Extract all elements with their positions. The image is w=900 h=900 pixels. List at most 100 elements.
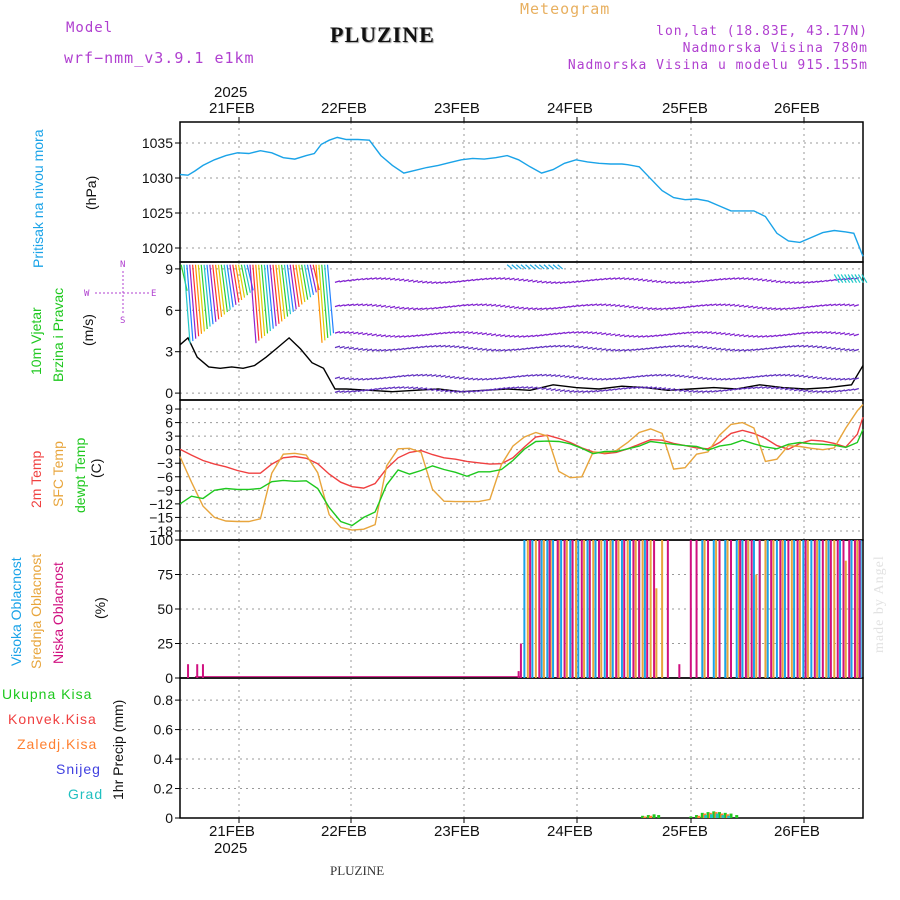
wind-barb (422, 387, 428, 391)
wind-barb (298, 264, 306, 303)
wind-barb (371, 303, 377, 307)
wind-barb (283, 264, 292, 315)
wind-barb (757, 335, 763, 338)
wind-barb (389, 375, 396, 379)
wind-barb (380, 277, 387, 280)
wind-barb (851, 274, 858, 284)
wind-barb (683, 389, 690, 393)
wind-barb (637, 347, 644, 351)
wind-barb (715, 303, 722, 307)
wind-barb (812, 376, 818, 379)
ytick-label-4-1: 0.2 (154, 781, 174, 797)
wind-barb (761, 374, 768, 378)
wind-barb (232, 264, 240, 303)
wind-barb (555, 281, 561, 285)
wind-barb (380, 348, 387, 352)
bar-3-2-44 (858, 540, 861, 678)
wind-barb (614, 348, 621, 352)
wind-barb (343, 279, 350, 283)
wind-barb (807, 280, 814, 284)
wind-barb (656, 346, 662, 349)
wind-barb (702, 390, 708, 394)
wind-barb (343, 390, 350, 393)
wind-barb (720, 389, 726, 392)
wind-barb (509, 334, 515, 338)
bar-3-1-34 (856, 540, 859, 678)
wind-barb (536, 334, 543, 337)
bar-3-0-33 (850, 540, 853, 678)
bar-3-2-30 (750, 540, 753, 678)
wind-barb (371, 377, 377, 381)
series-line-2-2 (179, 429, 864, 527)
ytick-label-2-1: 6 (165, 415, 173, 431)
wind-barb (651, 279, 657, 283)
wind-barb (467, 278, 474, 282)
ytick-label-2-5: −6 (157, 469, 173, 485)
wind-barb (711, 377, 717, 381)
wind-barb (573, 345, 579, 349)
wind-barb (706, 331, 713, 334)
wind-barb (660, 387, 667, 390)
wind-barb (513, 348, 520, 351)
bar-3-2-3 (517, 671, 520, 678)
wind-barb (385, 334, 391, 338)
wind-barb (692, 345, 699, 349)
wind-barb (587, 346, 593, 350)
wind-barb (757, 374, 763, 378)
wind-barb (389, 348, 396, 352)
wind-barb (266, 264, 274, 329)
wind-barb (343, 331, 350, 334)
top-date-26feb: 26FEB (774, 100, 820, 117)
ytick-label-4-3: 0.6 (154, 722, 174, 738)
wind-barb (665, 387, 671, 391)
ytick-label-3-4: 100 (150, 532, 174, 548)
wind-barb (578, 330, 584, 334)
wind-barb (394, 348, 400, 351)
wind-barb (780, 280, 786, 284)
wind-barb (839, 347, 846, 351)
wind-barb (422, 307, 428, 311)
wind-barb (628, 305, 635, 309)
wind-barb (426, 373, 432, 377)
wind-barb (550, 306, 556, 310)
wind-barb (743, 348, 749, 352)
wind-barb (757, 306, 763, 310)
bar-4-0-12 (735, 815, 739, 818)
wind-barb (591, 377, 598, 381)
precip-ylabel: 1hr Precip (mm) (110, 699, 126, 800)
bar-3-1-2 (542, 540, 545, 678)
wind-barb (376, 277, 382, 280)
wind-barb (513, 278, 520, 281)
wind-barb (807, 375, 814, 379)
bar-3-2-22 (678, 664, 681, 678)
wind-barb (194, 264, 203, 334)
wind-barb (757, 278, 763, 282)
bar-3-1-17 (661, 540, 664, 678)
wind-barb (637, 335, 644, 338)
wind-barb (518, 374, 524, 378)
bar-3-0-18 (724, 540, 727, 678)
bar-4-0-9 (718, 812, 722, 818)
wind-barb (789, 281, 795, 284)
wind-barb (214, 264, 223, 317)
wind-barb (385, 348, 391, 352)
wind-barb (826, 390, 832, 393)
wind-barb (518, 335, 524, 338)
wind-barb (725, 303, 731, 307)
wind-barb (472, 347, 478, 351)
wind-barb (315, 264, 323, 343)
bar-3-1-1 (534, 540, 537, 678)
wind-ylabel-2: Brzina i Pravac (50, 287, 66, 382)
bar-4-2-2 (715, 813, 719, 818)
wind-barb (789, 388, 795, 391)
bar-3-2-7 (548, 540, 551, 678)
bar-4-0-10 (723, 812, 727, 818)
wind-barb (587, 377, 593, 381)
wind-barb (812, 345, 818, 348)
wind-barb (702, 346, 708, 349)
bar-3-2-5 (529, 540, 532, 678)
wind-barb (665, 373, 671, 377)
wind-barb (376, 333, 382, 337)
bar-3-1-27 (790, 540, 793, 678)
